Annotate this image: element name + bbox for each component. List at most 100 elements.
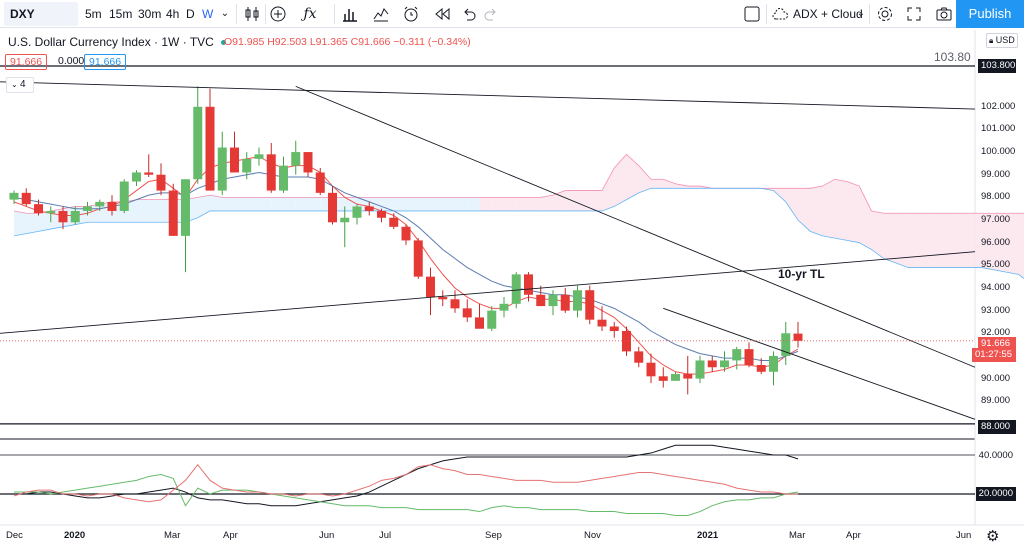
timeframe-15m[interactable]: 15m (109, 7, 133, 21)
time-tick-label: Mar (164, 530, 181, 541)
candle-body (707, 360, 717, 368)
candles-icon[interactable] (243, 5, 261, 23)
candle-body (340, 217, 350, 223)
candle-body (536, 294, 546, 307)
replay-icon[interactable] (433, 5, 451, 23)
toolbar-divider (334, 4, 335, 24)
symbol-search-input[interactable]: DXY (4, 2, 78, 26)
timeframe-w[interactable]: W (202, 7, 214, 21)
toolbar-divider (236, 4, 237, 24)
candle-body (181, 179, 190, 236)
cloud-segment (785, 188, 798, 221)
price-tag-low: 88.000 (978, 420, 1016, 434)
time-tick-label: Nov (584, 530, 601, 541)
candle-body (671, 374, 680, 381)
adx-line-adx (14, 444, 799, 507)
market-status-dot (221, 40, 226, 45)
layout-checkbox-icon[interactable] (743, 5, 761, 23)
candle-body (683, 374, 693, 379)
timeframe-30m[interactable]: 30m (138, 7, 162, 21)
timeframe-5m[interactable]: 5m (85, 7, 102, 21)
cloud-segment (467, 197, 480, 211)
timeframe-4h[interactable]: 4h (166, 7, 180, 21)
cloud-segment (406, 197, 419, 211)
price-tick-label: 93.000 (981, 304, 1011, 316)
time-tick-label: Mar (789, 530, 806, 541)
toolbar-divider (869, 4, 870, 24)
cloud-segment (675, 183, 688, 189)
undo-icon[interactable] (460, 5, 478, 23)
candle-body (413, 240, 423, 277)
cloud-segment (222, 197, 235, 211)
cloud-segment (908, 213, 921, 268)
horizontal-levels (0, 65, 975, 425)
settings-icon[interactable]: ⚙︎ (986, 528, 1000, 544)
candle-body (524, 274, 533, 295)
lock-icon: 🔒︎ (989, 36, 994, 45)
sell-price-pill[interactable]: 91.666 (5, 54, 48, 70)
buy-price-pill[interactable]: 91.666 (84, 54, 127, 70)
candle-body (511, 274, 521, 304)
candle-body (450, 299, 460, 309)
cloud-segment (14, 210, 27, 236)
legend-title[interactable]: U.S. Dollar Currency Index · 1W · TVC (8, 35, 214, 49)
candle-body (119, 181, 129, 211)
time-tick-label: Apr (223, 530, 238, 541)
candle-body (156, 174, 166, 191)
cloud-segment (418, 197, 431, 211)
time-tick-label: Jul (379, 530, 392, 541)
cloud-segment (148, 199, 161, 223)
price-tick-label: 101.000 (981, 123, 1016, 135)
time-tick-label: Jun (319, 530, 335, 541)
candle-body (634, 351, 644, 363)
cloud-segment (504, 197, 517, 211)
cloud-segment (810, 186, 823, 236)
cloud-segment (773, 188, 786, 202)
adx-tick-40: 40.0000 (978, 450, 1013, 461)
candle-body (756, 364, 766, 372)
cloud-segment (994, 213, 1007, 273)
publish-button[interactable]: Publish (956, 0, 1024, 28)
candle-body (21, 192, 31, 205)
redo-icon[interactable] (482, 5, 500, 23)
timeframe-d[interactable]: D (186, 7, 195, 21)
cloud-segment (259, 197, 272, 211)
time-tick-label: 2020 (64, 530, 86, 541)
chevron-down-icon[interactable]: ⌄ (220, 8, 230, 19)
cloud-segment (859, 186, 872, 250)
candle-body (107, 201, 117, 211)
candle-body (499, 303, 509, 311)
camera-icon[interactable] (935, 5, 953, 23)
price-tick-label: 94.000 (981, 281, 1011, 293)
cloud-segment (896, 213, 909, 268)
alert-icon[interactable] (402, 5, 420, 23)
candle-body (389, 217, 399, 227)
fullscreen-icon[interactable] (905, 5, 923, 23)
cloud-segment (308, 197, 321, 211)
chevron-down-icon[interactable]: ⌄ (856, 8, 866, 19)
ma-line-slow (13, 171, 799, 361)
indicators-toggle[interactable]: ⌄ 4 (6, 77, 34, 93)
cloud-segment (540, 195, 553, 211)
cloud-segment (246, 197, 259, 211)
time-tick-label: Sep (485, 530, 502, 541)
fx-icon[interactable]: ƒx (303, 6, 317, 22)
currency-label[interactable]: 🔒︎ USD (986, 33, 1018, 48)
cloud-segment (798, 188, 811, 232)
cloud-segment (883, 213, 896, 264)
price-tick-label: 95.000 (981, 259, 1011, 271)
candle-body (769, 355, 778, 372)
candlesticks (9, 86, 803, 395)
candle-body (352, 206, 362, 218)
settings-icon[interactable] (876, 5, 894, 23)
candle-body (609, 326, 619, 332)
cloud-segment (626, 154, 639, 200)
compare-icon[interactable] (372, 5, 390, 23)
bar-chart-icon[interactable] (341, 5, 359, 23)
price-tick-label: 100.000 (981, 146, 1016, 158)
price-tick-label: 96.000 (981, 236, 1011, 248)
add-icon[interactable] (269, 5, 287, 23)
indicator-template-label[interactable]: ADX + Cloud (793, 7, 863, 21)
cloud-icon[interactable] (771, 5, 789, 23)
